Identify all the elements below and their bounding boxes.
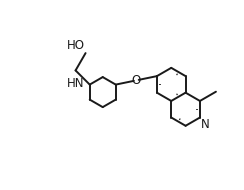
Text: HO: HO [67,39,85,52]
Text: O: O [132,74,141,87]
Text: N: N [201,118,210,131]
Text: HN: HN [67,77,84,90]
